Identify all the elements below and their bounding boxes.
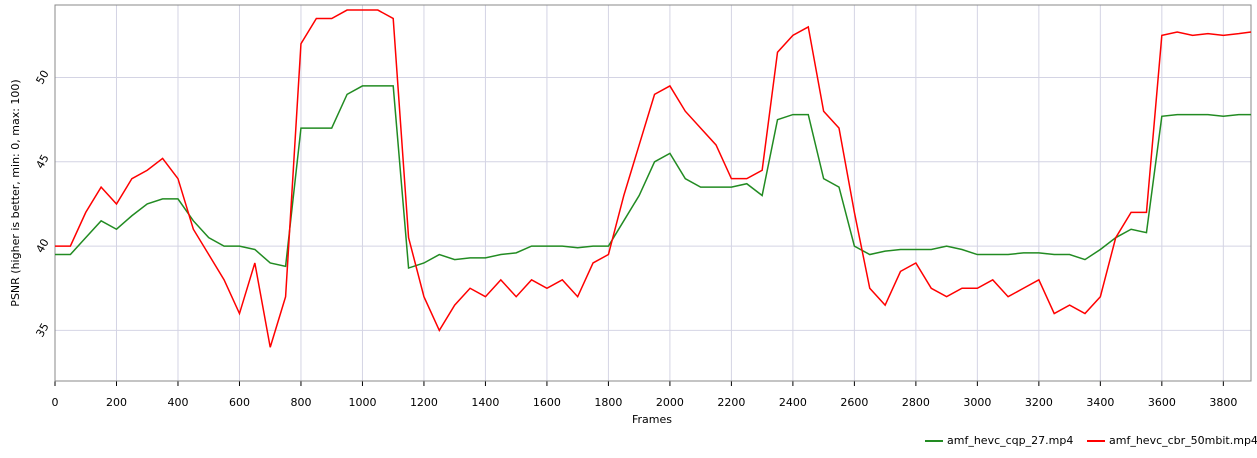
x-tick-label: 2800 [902,396,930,409]
x-tick-label: 3000 [963,396,991,409]
y-tick-label: 45 [33,152,51,171]
x-tick-label: 1400 [471,396,499,409]
x-tick-label: 1000 [348,396,376,409]
x-tick-label: 2200 [717,396,745,409]
x-tick-label: 3600 [1148,396,1176,409]
x-tick-label: 800 [290,396,311,409]
series-line [55,9,1252,348]
x-tick-label: 3400 [1086,396,1114,409]
x-tick-label: 200 [106,396,127,409]
x-tick-label: 2000 [656,396,684,409]
series-line [55,85,1251,270]
plot-border [54,4,1252,382]
y-tick-label: 35 [33,321,51,340]
x-tick-label: 1600 [533,396,561,409]
x-tick-label: 3800 [1209,396,1237,409]
x-tick-label: 2600 [840,396,868,409]
legend-label: amf_hevc_cbr_50mbit.mp4 [1109,434,1257,447]
y-tick-label: 50 [33,68,51,87]
y-axis-label: PSNR (higher is better, min: 0, max: 100… [9,79,22,306]
plot-area [55,5,1251,381]
x-tick-label: 600 [229,396,250,409]
x-axis-label: Frames [632,413,672,426]
x-tick-label: 1200 [410,396,438,409]
x-tick-label: 3200 [1025,396,1053,409]
x-tick-label: 2400 [779,396,807,409]
x-tick-label: 0 [52,396,59,409]
x-tick-label: 400 [167,396,188,409]
x-tick-label: 1800 [594,396,622,409]
legend-label: amf_hevc_cqp_27.mp4 [947,434,1073,447]
y-tick-label: 40 [33,237,51,256]
